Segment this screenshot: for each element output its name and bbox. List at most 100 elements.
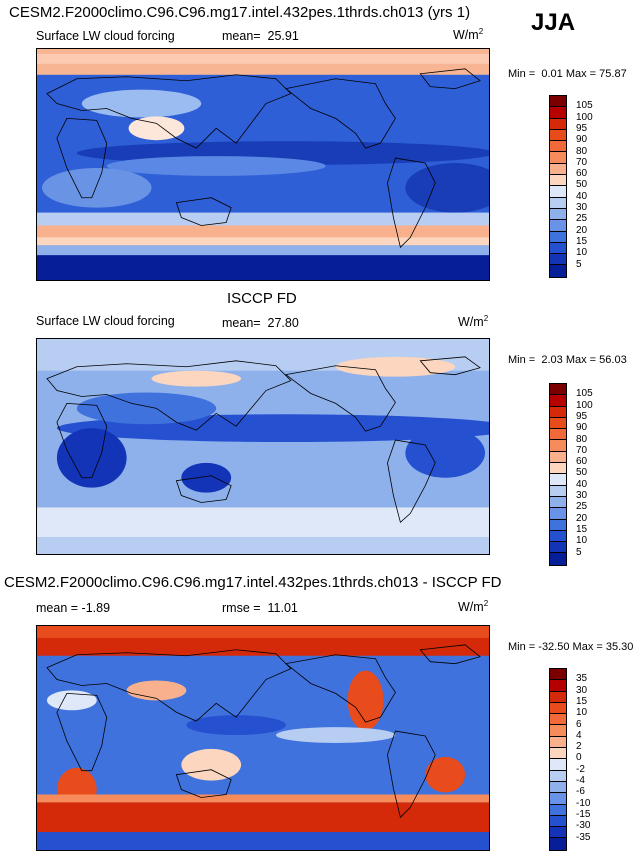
colorbar-tick-label: 80 bbox=[576, 145, 588, 157]
colorbar-swatch bbox=[550, 417, 566, 430]
colorbar-swatch bbox=[550, 496, 566, 509]
colorbar-tick-label: 105 bbox=[576, 388, 593, 400]
panel-3-title: CESM2.F2000climo.C96.C96.mg17.intel.432p… bbox=[4, 574, 502, 591]
colorbar-tick-label: 100 bbox=[576, 111, 593, 123]
colorbar-swatch bbox=[550, 714, 566, 726]
colorbar-swatch bbox=[550, 519, 566, 531]
colorbar-tick-label: -2 bbox=[576, 763, 585, 775]
colorbar-swatch bbox=[550, 254, 566, 266]
colorbar-tick-label: 20 bbox=[576, 224, 588, 236]
colorbar-tick-label: -35 bbox=[576, 831, 591, 843]
colorbar-tick-label: 95 bbox=[576, 410, 588, 422]
colorbar-swatch bbox=[550, 186, 566, 198]
colorbar-tick-label: 25 bbox=[576, 501, 588, 513]
colorbar-swatch bbox=[550, 815, 566, 828]
colorbar-swatch bbox=[550, 508, 566, 520]
colorbar-tick-label: 70 bbox=[576, 156, 588, 168]
colorbar-tick-label: 90 bbox=[576, 422, 588, 434]
panel-3-minmax: Min = -32.50 Max = 35.30 bbox=[508, 641, 634, 653]
colorbar-swatch bbox=[550, 451, 566, 464]
colorbar-tick-label: 70 bbox=[576, 444, 588, 456]
colorbar-swatch bbox=[550, 463, 566, 475]
colorbar-swatch bbox=[550, 748, 566, 760]
panel-1-colorbar bbox=[549, 95, 567, 278]
colorbar-tick-label: 105 bbox=[576, 100, 593, 112]
panel-3-units: W/m2 bbox=[458, 599, 489, 615]
colorbar-tick-label: 40 bbox=[576, 478, 588, 490]
panel-3-mean: mean = -1.89 bbox=[36, 601, 111, 615]
colorbar-swatch bbox=[550, 781, 566, 794]
colorbar-swatch bbox=[550, 474, 566, 486]
colorbar-swatch bbox=[550, 804, 566, 816]
colorbar-tick-label: 30 bbox=[576, 684, 588, 696]
colorbar-swatch bbox=[550, 395, 566, 407]
colorbar-tick-label: 90 bbox=[576, 134, 588, 146]
colorbar-tick-label: -4 bbox=[576, 775, 585, 786]
colorbar-swatch bbox=[550, 129, 566, 142]
colorbar-swatch bbox=[550, 691, 566, 703]
colorbar-swatch bbox=[550, 175, 566, 187]
colorbar-swatch bbox=[550, 208, 566, 221]
colorbar-swatch bbox=[550, 542, 566, 554]
colorbar-tick-label: 5 bbox=[576, 258, 582, 270]
colorbar-swatch bbox=[550, 669, 566, 681]
colorbar-tick-label: 10 bbox=[576, 247, 588, 259]
colorbar-swatch bbox=[550, 702, 566, 715]
colorbar-swatch bbox=[550, 736, 566, 749]
panel-1-mean: mean= 25.91 bbox=[222, 29, 299, 43]
panel-2-minmax: Min = 2.03 Max = 56.03 bbox=[508, 354, 627, 366]
colorbar-swatch bbox=[550, 141, 566, 153]
colorbar-tick-label: 15 bbox=[576, 695, 588, 707]
colorbar-swatch bbox=[550, 485, 566, 497]
colorbar-tick-label: 6 bbox=[576, 718, 582, 730]
colorbar-swatch bbox=[550, 530, 566, 543]
colorbar-tick-label: 50 bbox=[576, 467, 588, 479]
panel-1-units: W/m2 bbox=[453, 27, 484, 43]
colorbar-swatch bbox=[550, 118, 566, 130]
colorbar-swatch bbox=[550, 725, 566, 737]
colorbar-swatch bbox=[550, 759, 566, 771]
panel-1-variable: Surface LW cloud forcing bbox=[36, 29, 175, 43]
panel-1-title: CESM2.F2000climo.C96.C96.mg17.intel.432p… bbox=[9, 4, 471, 21]
colorbar-tick-label: 0 bbox=[576, 752, 582, 764]
colorbar-tick-label: 15 bbox=[576, 523, 588, 535]
colorbar-tick-label: -15 bbox=[576, 808, 591, 820]
colorbar-tick-label: 50 bbox=[576, 179, 588, 191]
colorbar-swatch bbox=[550, 231, 566, 243]
colorbar-tick-label: 100 bbox=[576, 399, 593, 411]
colorbar-tick-label: 30 bbox=[576, 490, 588, 501]
panel-2-mean: mean= 27.80 bbox=[222, 316, 299, 330]
colorbar-swatch bbox=[550, 838, 566, 850]
colorbar-tick-label: 2 bbox=[576, 741, 582, 753]
panel-3-rmse: rmse = 11.01 bbox=[222, 601, 298, 615]
panel-2-colorbar bbox=[549, 383, 567, 566]
colorbar-tick-label: 25 bbox=[576, 213, 588, 225]
colorbar-swatch bbox=[550, 793, 566, 805]
colorbar-tick-label: 4 bbox=[576, 729, 582, 741]
colorbar-swatch bbox=[550, 152, 566, 164]
season-label: JJA bbox=[531, 9, 576, 36]
colorbar-swatch bbox=[550, 384, 566, 396]
panel-2-units: W/m2 bbox=[458, 314, 489, 330]
colorbar-tick-label: -10 bbox=[576, 797, 591, 809]
panel-1-minmax: Min = 0.01 Max = 75.87 bbox=[508, 68, 627, 80]
colorbar-swatch bbox=[550, 265, 566, 277]
colorbar-tick-label: 10 bbox=[576, 535, 588, 547]
colorbar-swatch bbox=[550, 96, 566, 108]
colorbar-swatch bbox=[550, 406, 566, 418]
panel-3-colorbar bbox=[549, 668, 567, 851]
colorbar-tick-label: 40 bbox=[576, 190, 588, 202]
colorbar-tick-label: 20 bbox=[576, 512, 588, 524]
colorbar-swatch bbox=[550, 242, 566, 255]
colorbar-swatch bbox=[550, 680, 566, 692]
panel-1-map bbox=[36, 48, 490, 281]
colorbar-swatch bbox=[550, 429, 566, 441]
panel-2-map bbox=[36, 338, 490, 555]
colorbar-tick-label: 95 bbox=[576, 122, 588, 134]
colorbar-tick-label: 5 bbox=[576, 546, 582, 558]
colorbar-tick-label: 35 bbox=[576, 673, 588, 685]
colorbar-tick-label: -30 bbox=[576, 820, 591, 832]
panel-2-title: ISCCP FD bbox=[227, 290, 297, 307]
colorbar-swatch bbox=[550, 440, 566, 452]
panel-2-variable: Surface LW cloud forcing bbox=[36, 314, 175, 328]
